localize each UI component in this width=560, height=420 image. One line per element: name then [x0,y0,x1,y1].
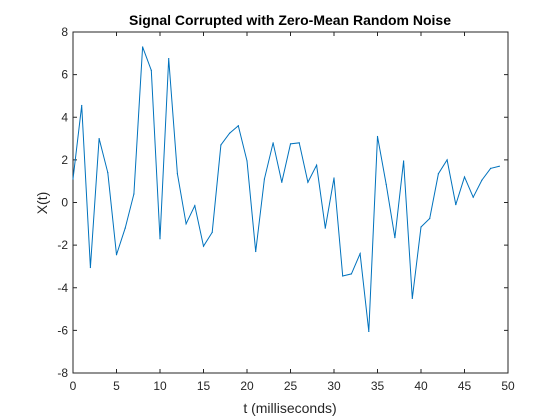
data-point [490,167,492,169]
data-point [237,125,239,127]
data-point [107,172,109,174]
data-point [211,231,213,233]
data-point [455,204,457,206]
data-point [498,165,500,167]
data-point [202,245,205,247]
y-tick-label: 8 [61,25,68,39]
data-point [316,164,318,166]
x-tick-label: 5 [113,379,120,393]
x-axis-label: t (milliseconds) [243,400,336,416]
data-point [420,226,422,228]
data-point [159,238,161,240]
plot-area: 0 5 10 15 20 25 30 35 40 45 50 -8 -6 -4 -2 0 2 4 6 8 [57,25,515,393]
data-point [150,69,152,71]
chart-title: Signal Corrupted with Zero-Mean Random N… [129,12,451,28]
y-tick-label: 2 [61,153,68,167]
data-point [98,137,100,140]
x-tick-label: 20 [240,379,254,393]
data-point [281,181,283,183]
data-point [368,330,370,333]
data-point [359,253,361,255]
y-axis-label: X(t) [34,192,50,215]
data-point [298,142,300,144]
data-point [437,173,439,175]
y-tick-label: 0 [61,196,68,210]
data-point [350,273,352,275]
x-tick-label: 0 [70,379,77,393]
y-tick-label: -8 [57,366,68,380]
data-point [176,173,178,175]
x-tick-label: 50 [501,379,515,393]
data-point [324,227,326,229]
data-point [220,144,222,146]
y-axis-ticks: -8 -6 -4 -2 0 2 4 6 8 [57,25,508,380]
x-tick-label: 30 [327,379,341,393]
data-point [229,132,231,134]
y-tick-label: -4 [57,281,68,295]
data-point [307,181,309,183]
data-point [481,179,483,181]
plot-frame [72,31,509,374]
data-point [124,227,126,229]
x-tick-label: 10 [153,379,167,393]
data-point [246,160,248,162]
data-point [446,159,448,161]
x-tick-label: 25 [284,379,298,393]
y-tick-label: -2 [57,238,68,252]
data-point [429,217,431,220]
series-line [72,46,500,332]
data-point [289,143,292,145]
data-point [72,178,74,180]
x-tick-label: 40 [414,379,428,393]
y-tick-label: 4 [61,110,68,124]
data-points [72,46,500,333]
data-point [255,250,257,253]
data-point [394,237,396,239]
x-tick-label: 35 [371,379,385,393]
data-point [89,266,91,269]
data-point [272,142,274,144]
y-tick-label: 6 [61,68,68,82]
data-point [194,205,196,207]
data-point [185,223,187,225]
x-tick-label: 45 [458,379,472,393]
data-point [342,275,344,277]
data-point [81,104,83,107]
data-point [263,178,265,180]
data-point [115,254,118,256]
data-point [403,160,405,162]
data-point [133,193,135,195]
data-point [385,183,387,185]
data-point [333,177,335,179]
data-point [142,46,144,48]
data-point [376,135,379,138]
data-point [168,58,170,60]
x-tick-label: 15 [197,379,211,393]
data-point [463,176,466,178]
x-axis-ticks: 0 5 10 15 20 25 30 35 40 45 50 [70,32,515,393]
data-point [472,196,474,198]
data-point [411,297,413,300]
y-tick-label: -6 [57,323,68,337]
